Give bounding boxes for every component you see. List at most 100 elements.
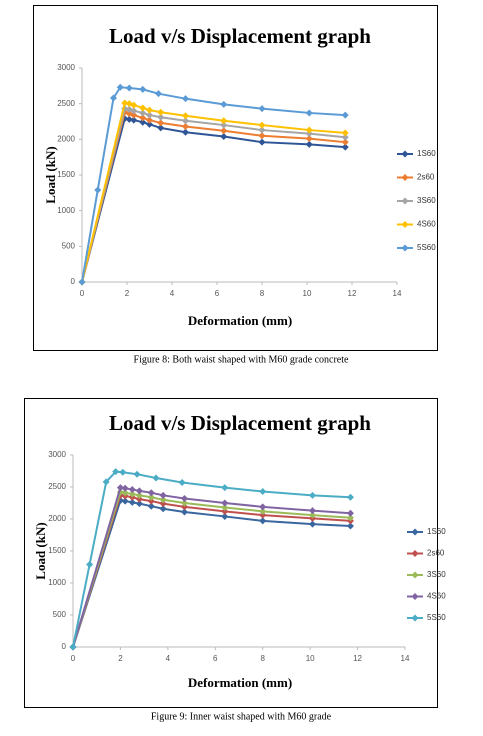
caption: Figure 8: Both waist shaped with M60 gra… (134, 354, 350, 365)
data-point (220, 132, 228, 140)
data-point (155, 90, 162, 98)
data-point (258, 132, 266, 140)
x-axis-label: Deformation (mm) (188, 313, 292, 328)
data-point (130, 116, 138, 124)
data-point (86, 560, 94, 568)
y-tick-label: 2000 (57, 134, 75, 143)
data-point (116, 484, 124, 492)
legend-marker (411, 593, 419, 600)
x-tick-label: 6 (213, 654, 218, 663)
series-line (81, 110, 346, 283)
data-point (121, 497, 129, 505)
data-point (220, 127, 228, 135)
x-tick-label: 8 (260, 289, 265, 298)
data-point (305, 135, 313, 143)
data-point (139, 114, 147, 122)
data-point (341, 111, 349, 119)
legend-marker (401, 150, 409, 158)
data-point (146, 106, 153, 114)
y-tick-label: 2000 (48, 514, 66, 523)
data-point (258, 121, 266, 129)
data-point (220, 100, 228, 108)
legend-marker (401, 244, 409, 252)
y-axis-label: Load (kN) (33, 522, 48, 579)
data-point (346, 493, 354, 501)
data-point (157, 119, 165, 127)
data-point (69, 643, 77, 651)
data-point (258, 105, 266, 113)
series-line (72, 470, 351, 648)
data-point (130, 111, 138, 119)
data-point (135, 491, 143, 499)
data-point (221, 499, 229, 507)
data-point (157, 113, 165, 121)
x-tick-label: 10 (303, 289, 312, 298)
data-point (305, 109, 313, 117)
data-point (139, 85, 147, 93)
legend-marker (411, 550, 419, 557)
data-point (221, 484, 229, 492)
data-point (119, 468, 127, 476)
y-axis-label: Load (kN) (43, 146, 58, 203)
data-point (309, 507, 317, 515)
legend-label: 3S60 (417, 196, 436, 205)
data-point (147, 497, 155, 505)
x-tick-label: 8 (260, 654, 265, 663)
x-tick-label: 2 (118, 654, 123, 663)
data-point (341, 138, 349, 146)
data-point (258, 138, 266, 146)
data-point (125, 84, 133, 92)
chart-title: Load v/s Displacement graph (109, 24, 371, 48)
data-point (259, 511, 267, 519)
chart-frame (24, 398, 438, 708)
data-point (180, 508, 188, 516)
y-tick-label: 2500 (57, 99, 75, 108)
data-point (157, 124, 165, 132)
series-line (81, 117, 346, 283)
data-point (259, 503, 267, 511)
data-point (147, 489, 155, 497)
y-tick-label: 0 (71, 277, 76, 286)
legend-label: 5S60 (417, 243, 436, 252)
data-point (182, 112, 189, 120)
data-point (110, 94, 117, 102)
data-point (130, 101, 138, 109)
x-tick-label: 6 (215, 289, 220, 298)
data-point (305, 130, 313, 138)
legend-marker (411, 528, 419, 536)
data-point (147, 502, 155, 510)
data-point (341, 133, 349, 141)
data-point (135, 500, 143, 508)
data-point (220, 121, 228, 129)
data-point (180, 499, 188, 507)
data-point (159, 491, 167, 499)
data-point (128, 486, 136, 494)
series-line (81, 86, 346, 283)
data-point (309, 491, 317, 499)
data-point (346, 522, 354, 530)
data-point (94, 186, 102, 194)
data-point (146, 111, 153, 119)
data-point (309, 511, 317, 519)
legend-marker (401, 221, 409, 228)
x-tick-label: 14 (401, 654, 410, 663)
data-point (152, 474, 160, 482)
data-point (159, 500, 167, 508)
data-point (221, 512, 229, 520)
data-point (125, 115, 133, 123)
data-point (221, 507, 229, 515)
series-line (72, 499, 351, 648)
y-tick-label: 500 (62, 241, 76, 250)
data-point (121, 484, 129, 492)
data-point (139, 104, 147, 112)
data-point (128, 490, 136, 498)
data-point (259, 517, 267, 525)
data-point (139, 118, 147, 126)
data-point (309, 520, 317, 528)
data-point (159, 496, 167, 504)
chart-frame (33, 5, 438, 351)
legend-label: 1S60 (427, 527, 446, 536)
data-point (346, 509, 354, 517)
